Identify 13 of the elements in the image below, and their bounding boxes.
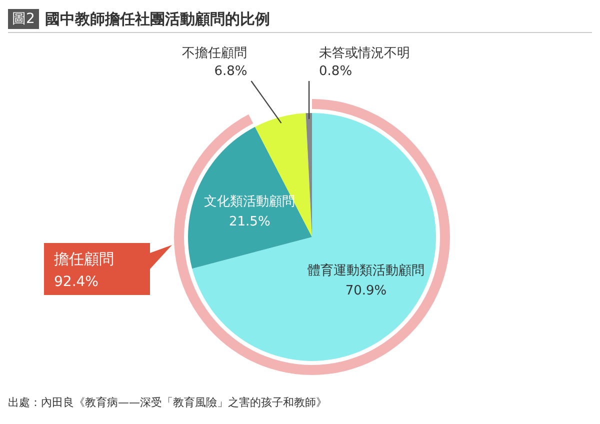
data-label: 70.9%: [345, 284, 387, 299]
slice-label: 未答或情況不明: [319, 46, 410, 61]
data-label: 21.5%: [229, 214, 270, 230]
text: 出處：內田良《教育病——深受「教育風險」之害的孩子和教師》: [8, 395, 328, 410]
data-label: 6.8%: [214, 64, 248, 79]
slice-label: 文化類活動顧問: [204, 194, 296, 210]
chart-title: 國中教師擔任社團活動顧問的比例: [44, 10, 270, 28]
slice-label: 體育運動類活動顧問: [308, 262, 425, 279]
pie-slice: [192, 113, 436, 361]
data-label: 0.8%: [319, 64, 352, 79]
caption: 圖2: [8, 9, 39, 29]
slice-label: 不擔任顧問: [182, 46, 248, 61]
text: 擔任顧問 92.4%: [54, 250, 114, 290]
